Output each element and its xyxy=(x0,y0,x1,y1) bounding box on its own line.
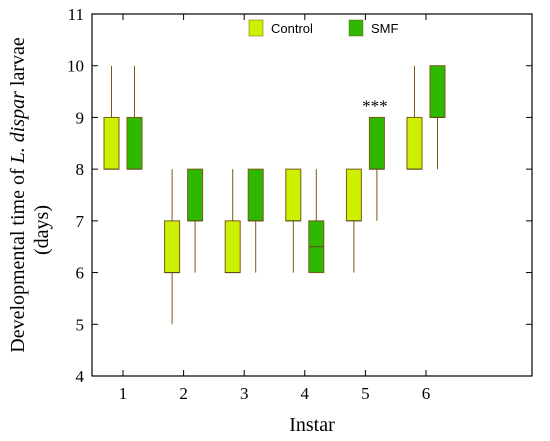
y-axis-title-part: larvae xyxy=(7,37,29,91)
legend-swatch-smf xyxy=(348,19,364,37)
box-body xyxy=(345,168,362,222)
annotations: *** xyxy=(362,96,388,115)
y-axis-title-part: Developmental time of xyxy=(7,163,29,352)
legend-swatch-control xyxy=(248,19,264,37)
significance-annotation: *** xyxy=(362,96,388,115)
x-tick-label: 2 xyxy=(179,384,188,403)
box-body xyxy=(368,116,385,170)
box-series xyxy=(103,65,446,325)
box-control-4 xyxy=(285,168,302,273)
box-body xyxy=(126,116,143,170)
y-axis-title-part: L. dispar xyxy=(7,91,29,164)
box-control-1 xyxy=(103,65,120,170)
x-axis-title: Instar xyxy=(289,414,335,436)
y-tick-label: 9 xyxy=(76,108,85,127)
legend-label-smf: SMF xyxy=(371,21,399,36)
box-body xyxy=(224,220,241,274)
x-axis: 1 2 3 4 5 6 xyxy=(119,14,431,403)
box-body xyxy=(164,220,181,274)
y-axis-title: Developmental time of L. dispar larvae xyxy=(7,37,29,353)
y-axis: 4 5 6 7 8 9 10 11 xyxy=(67,5,532,386)
x-tick-label: 6 xyxy=(422,384,431,403)
y-tick-label: 10 xyxy=(67,57,84,76)
box-body xyxy=(406,116,423,170)
box-control-6 xyxy=(406,65,423,170)
box-smf-2 xyxy=(187,168,204,273)
box-smf-1 xyxy=(126,65,143,170)
y-tick-label: 4 xyxy=(76,367,85,386)
box-body xyxy=(187,168,204,222)
y-tick-label: 5 xyxy=(76,315,85,334)
box-control-2 xyxy=(164,169,181,325)
y-tick-label: 11 xyxy=(68,5,84,24)
box-body xyxy=(103,116,120,170)
y-tick-label: 7 xyxy=(76,212,85,231)
box-smf-5 xyxy=(368,116,385,221)
box-smf-6 xyxy=(429,65,446,170)
box-smf-4 xyxy=(308,169,325,274)
legend: Control SMF xyxy=(248,19,399,37)
legend-label-control: Control xyxy=(271,21,313,36)
y-tick-label: 6 xyxy=(76,264,85,283)
x-tick-label: 5 xyxy=(361,384,370,403)
x-tick-label: 4 xyxy=(301,384,310,403)
x-tick-label: 3 xyxy=(240,384,249,403)
y-tick-label: 8 xyxy=(76,160,85,179)
box-body xyxy=(429,65,446,118)
box-body xyxy=(285,168,302,222)
plot-frame xyxy=(91,13,533,377)
box-control-5 xyxy=(345,168,362,273)
box-control-3 xyxy=(224,169,241,274)
y-axis-title-units: (days) xyxy=(31,205,53,255)
x-tick-label: 1 xyxy=(119,384,128,403)
box-body xyxy=(247,168,264,222)
box-smf-3 xyxy=(247,168,264,273)
